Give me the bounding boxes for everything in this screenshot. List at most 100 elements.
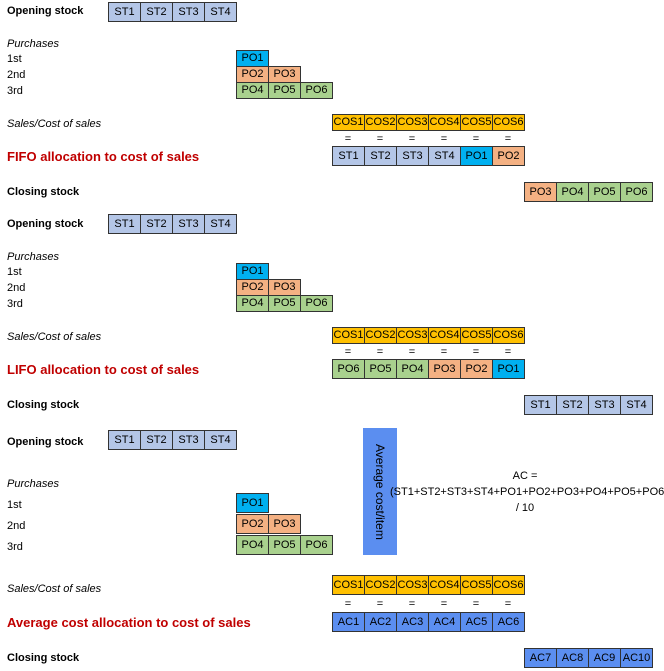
cell-po2: PO2 [236,279,269,296]
cell-po5: PO5 [364,359,397,379]
cell-ac5: AC5 [460,612,493,632]
equals-sign: = [344,346,352,358]
avg-purchase-1st: PO1 [236,493,269,513]
cell-po5: PO5 [268,535,301,555]
closing-stock-label: Closing stock [7,186,80,198]
average-cost-formula: AC = (ST1+ST2+ST3+ST4+PO1+PO2+PO3+PO4+PO… [390,468,664,516]
cell-cos3: COS3 [396,114,429,131]
formula-line-1: AC = [512,470,538,482]
cell-po5: PO5 [268,82,301,99]
purchases-label: Purchases [7,478,59,490]
cell-cos6: COS6 [492,575,525,595]
equals-sign: = [504,598,512,610]
equals-sign: = [408,133,416,145]
lifo-closing-row: ST1 ST2 ST3 ST4 [524,395,653,415]
cell-ac8: AC8 [556,648,589,668]
cell-st1: ST1 [108,430,141,450]
avg-purchase-2nd: PO2 PO3 [236,514,301,534]
lifo-allocation-row: PO6 PO5 PO4 PO3 PO2 PO1 [332,359,525,379]
cell-st1: ST1 [524,395,557,415]
purchases-label: Purchases [7,38,59,50]
cell-cos2: COS2 [364,575,397,595]
cell-st4: ST4 [428,146,461,166]
cell-po3: PO3 [428,359,461,379]
lifo-purchase-3rd: PO4 PO5 PO6 [236,295,333,312]
fifo-cos-row: COS1 COS2 COS3 COS4 COS5 COS6 [332,114,525,131]
cell-cos6: COS6 [492,327,525,344]
equals-sign: = [504,346,512,358]
cell-st3: ST3 [172,2,205,22]
cell-po4: PO4 [236,82,269,99]
fifo-allocation-row: ST1 ST2 ST3 ST4 PO1 PO2 [332,146,525,166]
cell-po1: PO1 [236,50,269,67]
first-label: 1st [7,53,22,65]
cell-po4: PO4 [236,295,269,312]
second-label: 2nd [7,69,26,81]
cell-po2: PO2 [460,359,493,379]
avg-closing-row: AC7 AC8 AC9 AC10 [524,648,653,668]
opening-stock-label: Opening stock [7,5,84,17]
cell-po1: PO1 [236,493,269,513]
cell-po2: PO2 [236,514,269,534]
equals-sign: = [408,598,416,610]
cell-st4: ST4 [204,2,237,22]
cell-st2: ST2 [140,214,173,234]
cell-ac7: AC7 [524,648,557,668]
average-title: Average cost allocation to cost of sales [7,615,251,630]
cell-ac4: AC4 [428,612,461,632]
cell-cos5: COS5 [460,575,493,595]
equals-sign: = [504,133,512,145]
third-label: 3rd [7,298,23,310]
closing-stock-label: Closing stock [7,652,80,664]
fifo-opening-row: ST1 ST2 ST3 ST4 [108,2,237,22]
equals-sign: = [376,598,384,610]
fifo-equals-row: = = = = = = [332,133,524,145]
avg-purchase-3rd: PO4 PO5 PO6 [236,535,333,555]
cell-po2: PO2 [236,66,269,83]
equals-sign: = [472,133,480,145]
formula-line-3: / 10 [515,502,535,514]
avg-opening-row: ST1 ST2 ST3 ST4 [108,430,237,450]
fifo-purchase-2nd: PO2 PO3 [236,66,301,83]
cell-st2: ST2 [364,146,397,166]
cell-cos4: COS4 [428,575,461,595]
cell-po4: PO4 [236,535,269,555]
equals-sign: = [376,346,384,358]
cell-ac3: AC3 [396,612,429,632]
equals-sign: = [344,133,352,145]
cell-po6: PO6 [300,82,333,99]
closing-stock-label: Closing stock [7,399,80,411]
cell-po6: PO6 [332,359,365,379]
avg-equals-row: = = = = = = [332,598,524,610]
cell-po5: PO5 [268,295,301,312]
avg-cos-row: COS1 COS2 COS3 COS4 COS5 COS6 [332,575,525,595]
cell-ac9: AC9 [588,648,621,668]
opening-stock-label: Opening stock [7,218,84,230]
cell-ac6: AC6 [492,612,525,632]
fifo-purchase-1st: PO1 [236,50,269,67]
sales-cos-label: Sales/Cost of sales [7,118,102,130]
second-label: 2nd [7,520,26,532]
purchases-label: Purchases [7,251,59,263]
opening-stock-label: Opening stock [7,436,84,448]
third-label: 3rd [7,541,23,553]
cell-cos4: COS4 [428,327,461,344]
avg-allocation-row: AC1 AC2 AC3 AC4 AC5 AC6 [332,612,525,632]
cell-cos5: COS5 [460,327,493,344]
cell-st3: ST3 [172,430,205,450]
fifo-closing-row: PO3 PO4 PO5 PO6 [524,182,653,202]
cell-po6: PO6 [300,535,333,555]
cell-po3: PO3 [268,279,301,296]
second-label: 2nd [7,282,26,294]
cell-st2: ST2 [140,430,173,450]
average-cost-bar-label: Average cost/item [373,443,387,540]
cell-po1: PO1 [460,146,493,166]
lifo-title: LIFO allocation to cost of sales [7,362,200,377]
cell-cos4: COS4 [428,114,461,131]
cell-po1: PO1 [492,359,525,379]
average-cost-bar: Average cost/item [363,428,397,555]
cell-po5: PO5 [588,182,621,202]
equals-sign: = [440,133,448,145]
equals-sign: = [376,133,384,145]
cell-po3: PO3 [268,66,301,83]
